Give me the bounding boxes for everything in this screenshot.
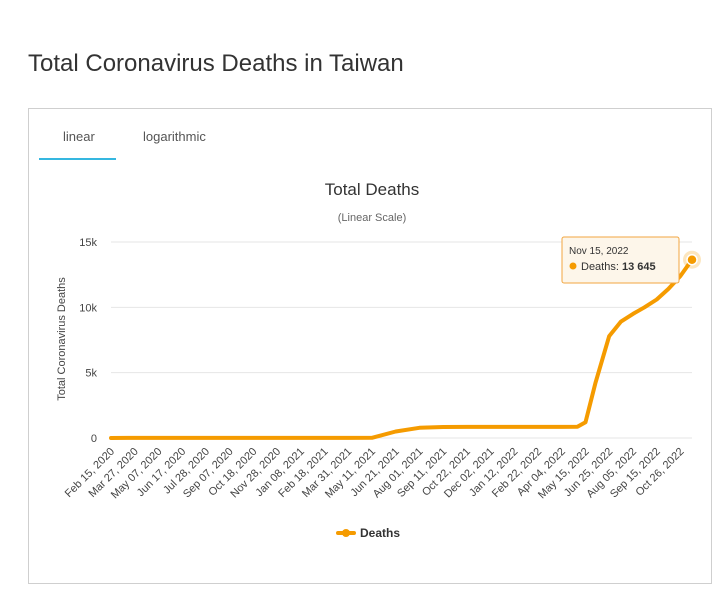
- y-tick-label: 5k: [85, 368, 97, 380]
- tooltip-colon: :: [616, 261, 622, 273]
- y-tick-label: 10k: [79, 302, 97, 314]
- deaths-chart: Total Deaths (Linear Scale) Total Corona…: [56, 180, 701, 540]
- tooltip-value: 13 645: [622, 261, 656, 273]
- tooltip-marker-icon: [569, 262, 577, 270]
- tab-linear[interactable]: linear: [63, 129, 95, 144]
- legend-marker-icon: [342, 529, 350, 537]
- tooltip-series-name: Deaths: [581, 261, 616, 273]
- hover-point[interactable]: [686, 253, 698, 266]
- legend-label: Deaths: [360, 526, 400, 540]
- chart-title: Total Deaths: [325, 180, 420, 199]
- tooltip-series-label: Deaths: 13 645: [581, 261, 656, 273]
- y-tick-label: 0: [91, 433, 97, 445]
- page-title: Total Coronavirus Deaths in Taiwan: [28, 50, 404, 77]
- chart-subtitle: (Linear Scale): [338, 212, 406, 224]
- y-tick-label: 15k: [79, 237, 97, 249]
- y-axis-label: Total Coronavirus Deaths: [56, 277, 68, 401]
- legend[interactable]: Deaths: [336, 526, 400, 540]
- deaths-line[interactable]: [109, 257, 694, 440]
- y-axis-ticks: 0 5k 10k 15k: [79, 237, 97, 445]
- active-tab-indicator: [39, 158, 116, 160]
- chart-card: linear logarithmic Total Deaths (Linear …: [28, 108, 712, 584]
- tooltip: Nov 15, 2022 Deaths: 13 645: [561, 236, 680, 284]
- tab-logarithmic[interactable]: logarithmic: [143, 129, 206, 144]
- tooltip-date: Nov 15, 2022: [569, 246, 629, 257]
- tooltip-box: [561, 236, 680, 284]
- series-deaths[interactable]: [109, 250, 701, 440]
